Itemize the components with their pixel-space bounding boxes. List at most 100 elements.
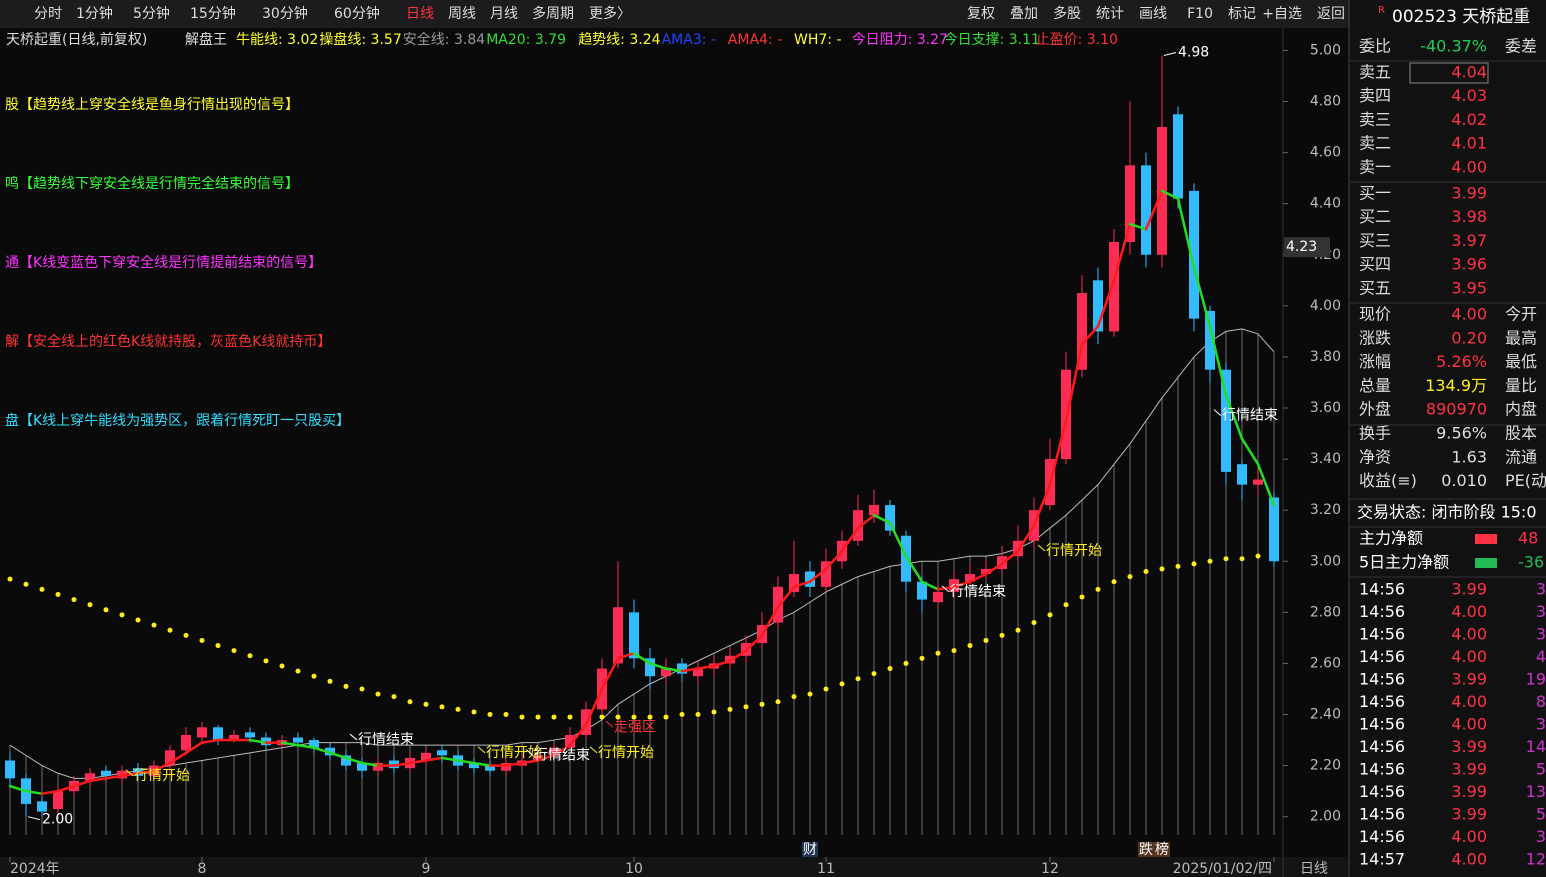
safety-dot	[215, 643, 221, 649]
candle-body	[773, 586, 783, 623]
safety-dot	[807, 691, 813, 697]
safety-dot	[791, 694, 797, 700]
bid-value: 3.99	[1451, 184, 1487, 203]
event-marker: 财	[803, 842, 817, 858]
flow-swatch	[1475, 558, 1497, 568]
trend-segment	[920, 580, 940, 591]
stat-value: 134.9万	[1425, 376, 1487, 395]
last-price-label: 4.23	[1286, 239, 1317, 255]
candle-body	[1061, 369, 1071, 460]
bid-value: 3.96	[1451, 255, 1487, 274]
toolbar-tab[interactable]: 月线	[490, 6, 518, 22]
stat-value: 9.56%	[1436, 424, 1487, 443]
flow-value: 48	[1518, 529, 1538, 548]
trend-segment	[600, 657, 620, 691]
indicator-value: 止盈价: 3.10	[1036, 32, 1118, 48]
toolbar-button[interactable]: F10	[1187, 6, 1213, 22]
annotation-arrow	[477, 746, 486, 754]
toolbar-tab[interactable]: 1分钟	[76, 5, 113, 22]
candle-body	[389, 760, 399, 769]
y-tick-label: 2.00	[1310, 809, 1341, 825]
candle-body	[293, 737, 303, 743]
candle-body	[869, 505, 879, 516]
candle-body	[549, 747, 559, 756]
toolbar-tab[interactable]: 60分钟	[334, 5, 380, 22]
safety-dot	[423, 701, 429, 707]
safety-dot	[55, 591, 61, 597]
flow-swatch	[1475, 534, 1497, 544]
safety-dot	[1255, 553, 1261, 559]
stat-value: 890970	[1426, 400, 1487, 419]
candle-body	[37, 801, 47, 812]
trade-price: 3.99	[1451, 737, 1487, 756]
toolbar-tab[interactable]: 分时	[34, 6, 62, 22]
toolbar-tab[interactable]: 30分钟	[262, 5, 308, 22]
bid-label: 买五	[1359, 278, 1391, 297]
candle-body	[181, 734, 191, 751]
toolbar-button[interactable]: 画线	[1139, 6, 1167, 22]
toolbar-tab[interactable]: 更多〉	[589, 5, 631, 22]
toolbar-button[interactable]: 多股	[1053, 5, 1081, 22]
trade-status: 交易状态: 闭市阶段 15:0	[1357, 503, 1537, 522]
event-marker: 榜	[1155, 841, 1169, 858]
stat-label2: 内盘	[1505, 400, 1537, 419]
stat-label: 现价	[1359, 305, 1391, 324]
candle-body	[789, 574, 799, 592]
trade-price: 3.99	[1451, 805, 1487, 824]
toolbar-tab[interactable]: 多周期	[532, 5, 574, 22]
candle-body	[1109, 241, 1119, 332]
candle-body	[197, 727, 207, 738]
candle-body	[133, 768, 143, 776]
safety-dot	[695, 712, 701, 718]
toolbar-button[interactable]: 叠加	[1010, 6, 1038, 22]
trend-segment	[1064, 342, 1084, 423]
candle-body	[933, 591, 943, 603]
trend-segment	[1016, 524, 1036, 553]
toolbar-button[interactable]: +自选	[1262, 6, 1302, 22]
candle-body	[1013, 540, 1023, 557]
candle-body	[917, 581, 927, 600]
trade-price: 4.00	[1451, 692, 1487, 711]
signal-text: 股【趋势线上穿安全线是鱼身行情出现的信号】	[5, 96, 299, 113]
x-tick-label: 10	[625, 861, 643, 877]
candle-body	[981, 568, 991, 575]
stat-label: 收益(≡)	[1359, 471, 1417, 490]
toolbar-tab[interactable]: 周线	[448, 6, 476, 22]
safety-dot	[87, 602, 93, 608]
signal-annotation: 走强区	[614, 719, 656, 735]
candle-body	[85, 773, 95, 781]
toolbar-button[interactable]: 标记	[1228, 6, 1256, 22]
trend-segment	[1176, 197, 1196, 269]
ask-value: 4.04	[1451, 63, 1487, 82]
trade-volume: 3	[1536, 715, 1546, 734]
bid-label: 买三	[1359, 231, 1391, 250]
toolbar-button[interactable]: 复权	[967, 5, 995, 22]
trend-segment	[680, 667, 700, 673]
y-tick-label: 3.00	[1310, 553, 1341, 569]
trend-segment	[1144, 189, 1164, 231]
candle-body	[1189, 190, 1199, 319]
y-tick-label: 2.80	[1310, 604, 1341, 620]
safety-dot	[151, 622, 157, 628]
candle-body	[661, 668, 671, 677]
trade-time: 14:56	[1359, 782, 1405, 801]
trend-segment	[856, 514, 876, 530]
trend-segment	[88, 777, 108, 783]
trade-price: 4.00	[1451, 625, 1487, 644]
toolbar-tab[interactable]: 5分钟	[133, 5, 170, 22]
annotation-arrow	[1037, 544, 1046, 552]
trade-time: 14:57	[1359, 850, 1405, 869]
event-marker-bg	[802, 842, 818, 857]
toolbar-tab[interactable]: 15分钟	[190, 5, 236, 22]
toolbar-tab[interactable]: 日线	[406, 6, 434, 22]
trend-segment	[1032, 483, 1052, 527]
candle-body	[5, 760, 15, 779]
safety-dot	[1159, 566, 1165, 572]
toolbar-button[interactable]: 返回	[1317, 6, 1345, 22]
toolbar-button[interactable]: 统计	[1096, 6, 1124, 22]
safety-dot	[167, 627, 173, 633]
trend-segment	[296, 743, 316, 749]
trend-segment	[968, 572, 988, 583]
trend-segment	[120, 772, 140, 778]
